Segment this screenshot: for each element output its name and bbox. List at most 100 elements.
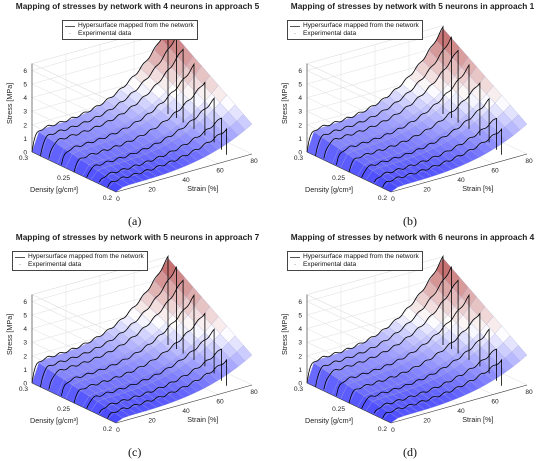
legend-swatch-data-a: · <box>69 31 71 37</box>
legend-entry-data-a: Experimental data <box>78 30 132 37</box>
z-tick-label: 6 <box>298 68 302 75</box>
experimental-curve <box>73 312 206 404</box>
y-tick-label: 0.3 <box>294 155 303 162</box>
x-tick-label: 20 <box>148 418 156 425</box>
experimental-curve <box>336 63 470 165</box>
y-tick-label: 0.25 <box>57 175 70 182</box>
x-tick-label: 80 <box>250 158 258 165</box>
surface-d <box>306 257 528 424</box>
chart-title-b: Mapping of stresses by network with 5 ne… <box>290 1 535 11</box>
x-axis-label: Strain [%] <box>187 415 218 424</box>
legend-a: Hypersurface mapped from the network · Ex… <box>62 20 198 40</box>
x-tick-label: 0 <box>391 196 395 203</box>
x-axis-line <box>390 153 528 193</box>
experimental-curves-d <box>306 254 503 419</box>
x-tick-label: 60 <box>216 399 224 406</box>
z-tick-label: 0 <box>298 381 302 388</box>
legend-swatch-surface-c <box>15 256 25 258</box>
y-tick-label: 0.25 <box>57 406 70 413</box>
y-tick-label: 0.25 <box>332 175 345 182</box>
experimental-curve <box>336 293 470 396</box>
x-axis-label: Strain [%] <box>462 415 493 424</box>
experimental-curve <box>61 293 195 396</box>
legend-entry-surface-b: Hypersurface mapped from the network <box>303 22 419 29</box>
y-axis-label: Density [g/cm³] <box>305 416 353 425</box>
z-tick-label: 0 <box>23 150 27 157</box>
experimental-curve <box>306 254 444 384</box>
x-tick-label: 80 <box>525 389 533 396</box>
experimental-curve <box>98 348 223 414</box>
z-axis-label: Stress [MPa] <box>5 314 14 355</box>
legend-entry-data-d: Experimental data <box>303 261 357 268</box>
z-tick-label: 5 <box>298 82 302 89</box>
y-axis-label: Density [g/cm³] <box>305 185 353 194</box>
z-tick-label: 4 <box>298 95 302 102</box>
experimental-curve <box>107 127 228 188</box>
legend-c: Hypersurface mapped from the network · Ex… <box>12 251 148 271</box>
x-tick-label: 80 <box>250 389 258 396</box>
legend-entry-data-b: Experimental data <box>303 30 357 37</box>
surface-patch <box>511 114 528 131</box>
experimental-curve <box>382 127 503 188</box>
z-tick-label: 4 <box>23 326 27 333</box>
x-tick-label: 40 <box>457 177 465 184</box>
legend-entry-surface-a: Hypersurface mapped from the network <box>78 22 194 29</box>
z-tick-label: 2 <box>23 353 27 360</box>
experimental-curve <box>48 279 184 390</box>
legend-swatch-data-c: · <box>19 262 21 268</box>
experimental-curve <box>40 35 177 157</box>
x-tick-label: 0 <box>116 196 120 203</box>
z-tick-label: 3 <box>23 109 27 116</box>
y-tick-label: 0.2 <box>378 426 387 433</box>
experimental-curve <box>373 117 498 183</box>
x-axis-line <box>115 384 253 424</box>
surface-patch <box>236 345 253 362</box>
y-axis-line <box>31 382 117 424</box>
x-tick-label: 0 <box>391 427 395 434</box>
z-tick-label: 4 <box>298 326 302 333</box>
z-tick-label: 1 <box>298 367 302 374</box>
experimental-curve <box>61 62 195 165</box>
legend-b: Hypersurface mapped from the network · Ex… <box>287 20 423 40</box>
y-tick-label: 0.2 <box>103 426 112 433</box>
panel-label-b: (b) <box>403 214 417 228</box>
x-tick-label: 60 <box>491 399 499 406</box>
y-axis-line <box>306 151 392 193</box>
z-axis-label: Stress [MPa] <box>280 83 289 124</box>
y-axis-line <box>31 151 117 193</box>
legend-entry-surface-c: Hypersurface mapped from the network <box>28 253 144 260</box>
experimental-curve <box>48 48 184 159</box>
x-tick-label: 40 <box>182 177 190 184</box>
chart-title-c: Mapping of stresses by network with 5 ne… <box>15 232 260 242</box>
y-tick-label: 0.2 <box>103 195 112 202</box>
z-tick-label: 2 <box>298 353 302 360</box>
experimental-curve <box>348 312 481 404</box>
experimental-curve <box>73 81 206 173</box>
x-tick-label: 80 <box>525 158 533 165</box>
panel-d: 0 20 40 60 80 0.2 0.25 0.3 0 1 2 3 4 5 6 Strain [%] Dens… <box>275 231 550 461</box>
experimental-curve <box>315 266 452 388</box>
experimental-curves-b <box>306 25 503 188</box>
z-tick-label: 3 <box>23 340 27 347</box>
legend-d: Hypersurface mapped from the network · Ex… <box>287 251 423 271</box>
legend-swatch-surface-b <box>290 25 300 27</box>
experimental-curve <box>373 348 498 414</box>
x-tick-label: 40 <box>182 408 190 415</box>
legend-swatch-surface-a <box>65 25 75 27</box>
z-tick-label: 5 <box>298 313 302 320</box>
z-axis-label: Stress [MPa] <box>280 314 289 355</box>
z-tick-label: 6 <box>23 68 27 75</box>
x-tick-label: 60 <box>491 168 499 175</box>
z-tick-label: 6 <box>298 299 302 306</box>
panel-label-c: (c) <box>128 445 142 459</box>
experimental-curve <box>40 266 177 388</box>
y-tick-label: 0.2 <box>378 195 387 202</box>
experimental-curve <box>382 358 503 419</box>
